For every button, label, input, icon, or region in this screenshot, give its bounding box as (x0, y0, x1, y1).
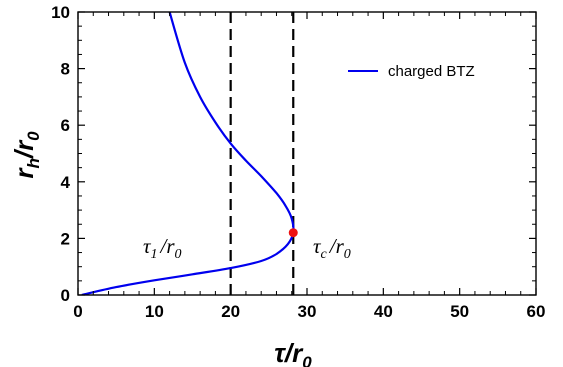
y-tick-label: 4 (61, 173, 71, 192)
tauc-main: τ (313, 234, 322, 258)
x-tick-label: 10 (145, 302, 164, 321)
y-axis-title: rh/r0 (9, 131, 43, 179)
tauc-sub: c (321, 247, 328, 262)
y-axis-title-mid: /r (9, 139, 39, 159)
x-tick-label: 60 (527, 302, 546, 321)
x-axis-title-sub: 0 (302, 353, 312, 367)
y-axis-title-sub1: h (24, 158, 43, 168)
tau1-annotation: τ1/r0 (143, 234, 182, 262)
tau1-sub2: 0 (175, 247, 182, 262)
tauc-annotation: τc/r0 (313, 234, 351, 262)
tau1-tail: /r (160, 234, 176, 258)
x-axis-title: τ/r0 (274, 338, 312, 367)
y-tick-label: 6 (61, 116, 70, 135)
y-tick-label: 10 (51, 3, 70, 22)
y-tick-label: 2 (61, 229, 70, 248)
x-tick-label: 40 (374, 302, 393, 321)
y-axis-title-sub2: 0 (24, 131, 43, 141)
x-axis-title-main: τ/r (274, 338, 304, 367)
legend-label: charged BTZ (388, 63, 475, 80)
tau1-sub: 1 (151, 247, 158, 262)
x-tick-label: 20 (221, 302, 240, 321)
y-axis-title-main: r (9, 167, 39, 179)
tauc-sub2: 0 (344, 247, 351, 262)
legend: charged BTZ (348, 63, 475, 80)
x-tick-label: 50 (450, 302, 469, 321)
critical-point-marker (288, 228, 298, 238)
x-tick-label: 0 (73, 302, 82, 321)
y-tick-label: 8 (61, 60, 70, 79)
x-tick-label: 30 (298, 302, 317, 321)
y-tick-label: 0 (61, 286, 70, 305)
tauc-tail: /r (329, 234, 345, 258)
series-line-0 (81, 12, 295, 295)
tau1-main: τ (143, 234, 152, 258)
plot-marks (81, 12, 298, 295)
